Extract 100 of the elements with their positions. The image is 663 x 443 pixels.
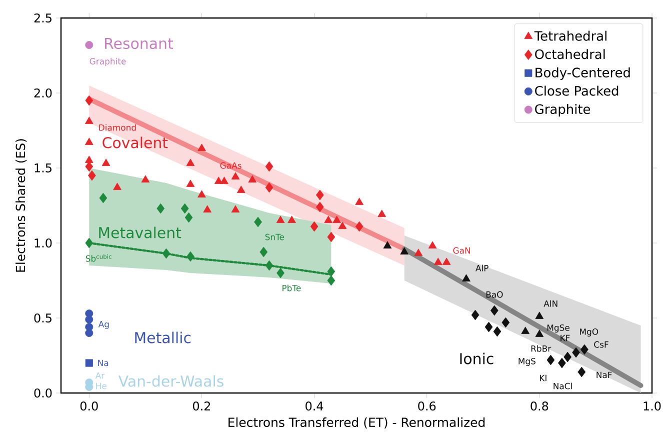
- point: [186, 158, 195, 166]
- point: [186, 180, 195, 187]
- point: [400, 247, 409, 254]
- point: [84, 116, 94, 124]
- annotation: He: [96, 382, 106, 390]
- x-tick-label: 1.0: [644, 402, 661, 411]
- annotation: AlN: [544, 300, 558, 307]
- point: [442, 258, 451, 265]
- legend-label: Close Packed: [535, 86, 618, 96]
- point: [99, 192, 108, 204]
- y-tick-label: 1.5: [34, 164, 52, 172]
- annotation: PbTe: [282, 284, 301, 292]
- point: [332, 216, 341, 223]
- annotation: CsF: [594, 341, 608, 348]
- point: [254, 216, 262, 228]
- point: [546, 354, 555, 366]
- point: [231, 172, 240, 180]
- point: [378, 210, 386, 217]
- point: [184, 212, 193, 223]
- point: [198, 144, 206, 151]
- annotation: MgO: [580, 328, 598, 337]
- y-tick-label: 2.5: [34, 13, 52, 23]
- point: [383, 241, 392, 248]
- point: [428, 241, 437, 248]
- point: [535, 330, 544, 337]
- legend-label: Octahedral: [535, 49, 605, 60]
- y-axis-title: Electrons Shared (ES): [16, 139, 27, 272]
- x-tick-label: 0.4: [306, 402, 324, 411]
- point: [324, 216, 333, 223]
- annotation: Covalent: [102, 136, 168, 148]
- point: [198, 190, 206, 198]
- annotation: Van-der-Waals: [118, 375, 224, 387]
- point: [327, 275, 336, 286]
- annotation: MgSe: [547, 324, 570, 333]
- point: [490, 305, 498, 316]
- annotation: Na: [98, 360, 108, 366]
- point: [220, 176, 228, 184]
- annotation: RbBr: [531, 345, 552, 352]
- point: [338, 222, 347, 229]
- point: [85, 329, 94, 337]
- x-axis-title: Electrons Transferred (ET) - Renormalized: [228, 417, 485, 428]
- x-tick-label: 0.2: [192, 402, 210, 411]
- point: [276, 268, 284, 278]
- annotation: Ar: [95, 372, 105, 379]
- legend-label: Tetrahedral: [534, 30, 606, 41]
- point: [462, 274, 470, 282]
- point: [248, 175, 257, 182]
- point: [578, 366, 586, 378]
- annotation: MgS: [518, 358, 536, 366]
- point: [355, 198, 364, 205]
- point: [156, 203, 165, 214]
- point: [203, 205, 212, 212]
- y-tick-label: 1.0: [34, 238, 52, 248]
- point: [502, 317, 510, 328]
- x-tick-label: 0.6: [418, 402, 436, 411]
- point: [141, 175, 150, 182]
- point: [180, 203, 189, 214]
- y-tick-label: 0.5: [34, 313, 52, 323]
- annotation: NaCl: [554, 382, 572, 390]
- point: [85, 359, 93, 367]
- y-tick-label: 2.0: [34, 88, 52, 98]
- annotation: Metallic: [135, 332, 191, 344]
- annotation: Ionic: [460, 352, 494, 364]
- annotation: Metavalent: [99, 226, 182, 238]
- x-tick-label: 0.8: [530, 402, 548, 411]
- point: [84, 138, 94, 145]
- point: [288, 216, 296, 223]
- annotation: Diamond: [99, 124, 136, 131]
- point: [558, 358, 566, 368]
- annotation: BaO: [486, 291, 503, 298]
- annotation: Graphite: [90, 58, 126, 66]
- point: [572, 347, 580, 358]
- point: [113, 182, 122, 190]
- point: [580, 344, 588, 355]
- point: [85, 238, 94, 248]
- point: [162, 248, 170, 259]
- point: [484, 322, 493, 332]
- point: [564, 352, 572, 362]
- point: [85, 41, 94, 49]
- point: [231, 205, 240, 212]
- point: [327, 266, 336, 277]
- annotation: Sb$^{cubic}$: [86, 254, 112, 262]
- point: [236, 186, 246, 193]
- legend-label: Body-Centered: [536, 67, 630, 80]
- annotation: Ag: [98, 321, 109, 329]
- legend-label: Graphite: [535, 104, 590, 117]
- point: [260, 246, 268, 258]
- point: [414, 248, 423, 256]
- point: [535, 312, 544, 319]
- annotation: NaF: [596, 372, 612, 378]
- point: [265, 260, 274, 271]
- annotation: AlP: [476, 264, 488, 272]
- annotation: Resonant: [105, 38, 174, 50]
- point: [521, 326, 530, 334]
- point: [434, 258, 442, 265]
- y-tick-label: 0.0: [34, 388, 52, 398]
- point: [186, 251, 194, 262]
- annotation: GaN: [453, 247, 470, 254]
- annotation: KI: [540, 374, 546, 382]
- point: [276, 216, 285, 223]
